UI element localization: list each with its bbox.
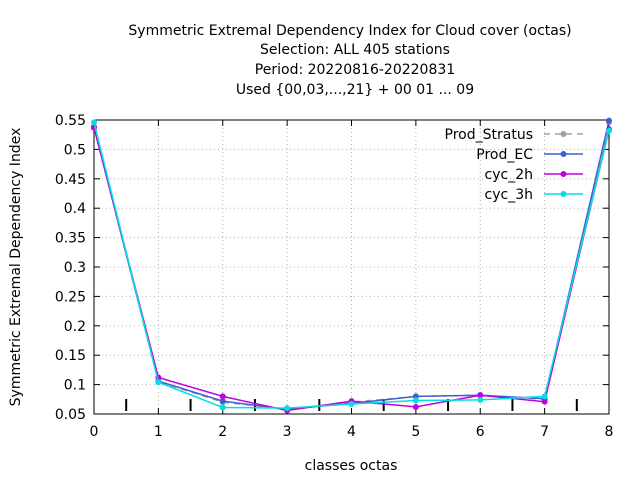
legend-label-2: cyc_2h xyxy=(485,167,533,183)
legend-marker-1 xyxy=(560,151,567,157)
legend-marker-2 xyxy=(560,171,567,177)
x-tick-label-1: 1 xyxy=(154,424,163,440)
series-3-point-8 xyxy=(606,127,612,134)
x-axis: 0 1 2 3 4 5 6 7 8 xyxy=(90,120,614,440)
series-cyc-3h xyxy=(91,119,612,412)
x-tick-label-7: 7 xyxy=(540,424,549,440)
y-tick-label-7: 0.4 xyxy=(64,201,86,217)
series-3-point-4 xyxy=(348,401,355,408)
y-tick-label-1: 0.1 xyxy=(64,378,86,394)
series-2-point-2 xyxy=(219,393,226,400)
x-tick-label-3: 3 xyxy=(283,424,292,440)
y-tick-label-6: 0.35 xyxy=(55,231,86,247)
title-line-3: Period: 20220816-20220831 xyxy=(255,62,455,78)
series-line-3 xyxy=(93,122,610,409)
title-line-1: Symmetric Extremal Dependency Index for … xyxy=(128,23,571,39)
y-tick-label-2: 0.15 xyxy=(55,348,86,364)
y-tick-label-0: 0.05 xyxy=(55,407,86,423)
legend-marker-0 xyxy=(560,131,567,137)
x-tick-label-5: 5 xyxy=(411,424,420,440)
y-tick-label-9: 0.5 xyxy=(64,142,86,158)
x-tick-label-4: 4 xyxy=(347,424,356,440)
y-tick-label-5: 0.3 xyxy=(64,260,86,276)
series-3-point-0 xyxy=(91,119,97,126)
title-line-2: Selection: ALL 405 stations xyxy=(260,42,450,58)
series-line-0 xyxy=(93,122,610,411)
legend-marker-3 xyxy=(560,191,567,197)
series-2-point-6 xyxy=(477,392,484,399)
series-cyc-2h xyxy=(91,124,612,414)
x-tick-label-0: 0 xyxy=(90,424,99,440)
chart-title: Symmetric Extremal Dependency Index for … xyxy=(128,23,571,98)
series-3-point-7 xyxy=(541,393,548,400)
title-line-4: Used {00,03,...,21} + 00 01 ... 09 xyxy=(236,82,474,98)
legend-label-3: cyc_3h xyxy=(485,187,533,203)
x-tick-label-8: 8 xyxy=(605,424,614,440)
series-2-point-5 xyxy=(412,403,419,410)
x-axis-label: classes octas xyxy=(305,458,398,474)
series-3-point-1 xyxy=(155,379,162,386)
y-axis: 0.05 0.1 0.15 0.2 0.25 0.3 0.35 0.4 0.45 0.5 0.55 xyxy=(55,113,609,423)
series-3-point-5 xyxy=(412,397,419,404)
series-3-point-3 xyxy=(284,405,291,412)
series-3-point-2 xyxy=(219,404,226,411)
legend: Prod_Stratus Prod_EC cyc_2h cyc_3h xyxy=(445,127,583,203)
series-1-point-8 xyxy=(606,117,612,124)
series-1-point-5 xyxy=(412,393,419,400)
series-2-point-7 xyxy=(541,398,548,405)
y-tick-label-4: 0.25 xyxy=(55,289,86,305)
legend-label-1: Prod_EC xyxy=(476,147,533,163)
y-tick-label-3: 0.2 xyxy=(64,319,86,335)
series-layer xyxy=(91,117,612,414)
series-3-point-6 xyxy=(477,396,484,403)
series-1-point-2 xyxy=(219,398,226,405)
legend-label-0: Prod_Stratus xyxy=(445,127,533,143)
y-tick-label-10: 0.55 xyxy=(55,113,86,129)
y-axis-label: Symmetric Extremal Dependency Index xyxy=(8,128,24,407)
x-tick-label-6: 6 xyxy=(476,424,485,440)
grid xyxy=(94,120,609,414)
x-tick-label-2: 2 xyxy=(218,424,227,440)
y-tick-label-8: 0.45 xyxy=(55,172,86,188)
